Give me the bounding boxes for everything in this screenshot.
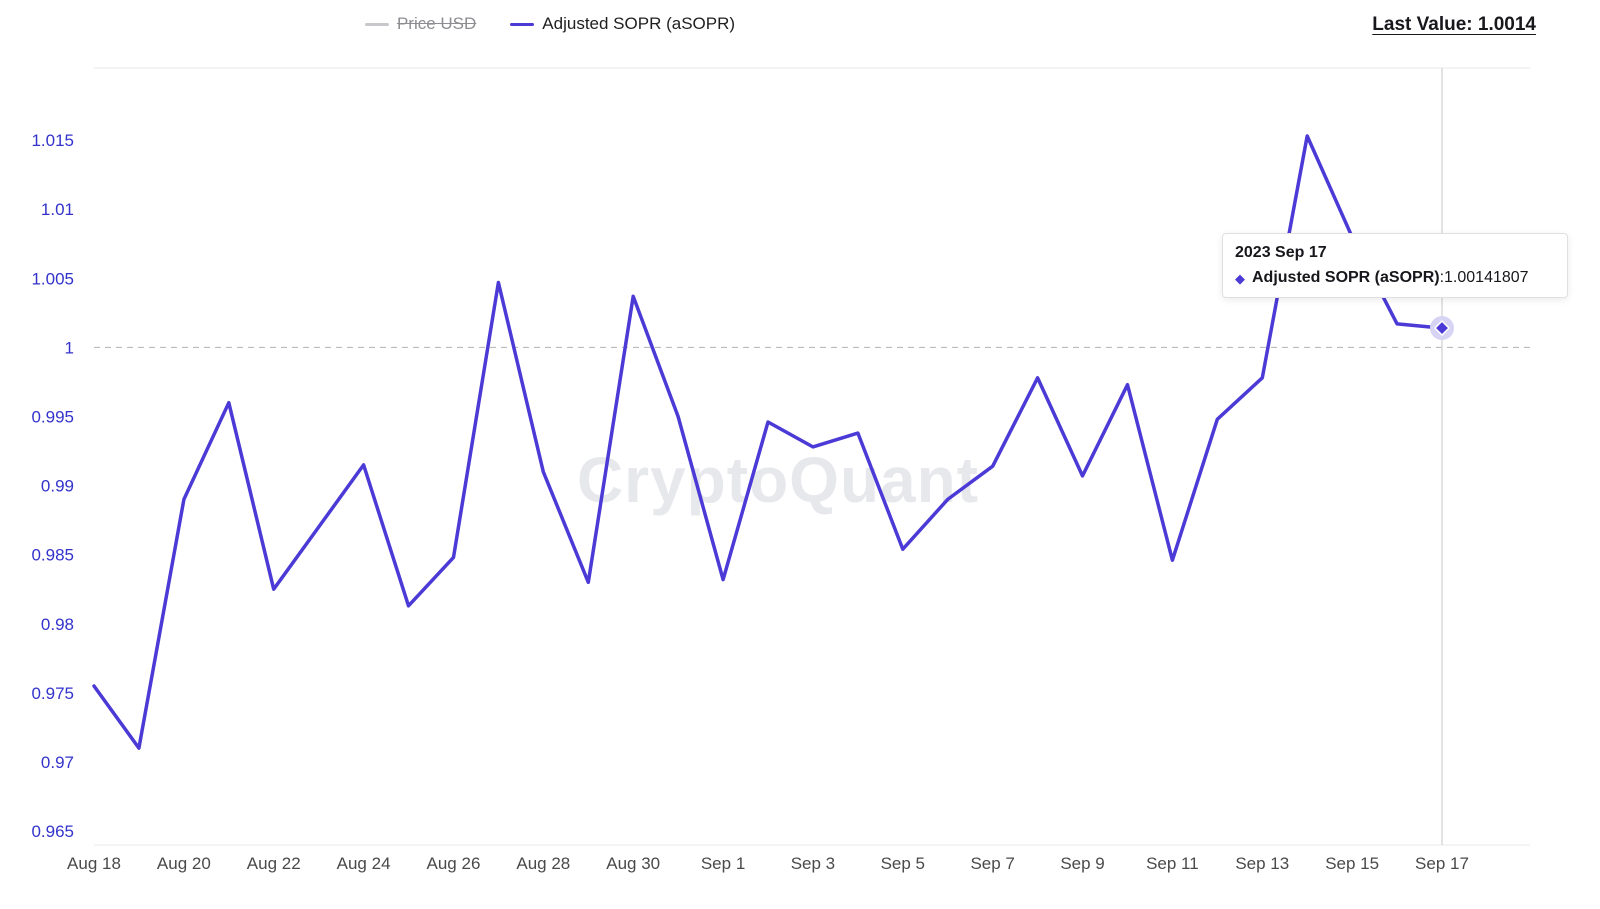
legend: Price USD Adjusted SOPR (aSOPR) xyxy=(0,14,1100,34)
asopr-line-icon xyxy=(510,22,535,26)
y-axis-label: 1 xyxy=(65,338,74,357)
x-axis-label: Sep 7 xyxy=(970,854,1014,873)
tooltip-series-row: ◆ Adjusted SOPR (aSOPR): 1.00141807 xyxy=(1235,269,1555,287)
y-axis-label: 0.97 xyxy=(41,753,74,772)
tooltip-value: 1.00141807 xyxy=(1444,269,1529,286)
tooltip: 2023 Sep 17 ◆ Adjusted SOPR (aSOPR): 1.0… xyxy=(1222,233,1568,298)
legend-label-price-usd: Price USD xyxy=(396,14,477,33)
y-axis-label: 1.01 xyxy=(41,200,74,219)
x-axis-label: Sep 1 xyxy=(701,854,745,873)
price-usd-line-icon xyxy=(364,22,389,26)
legend-label-asopr: Adjusted SOPR (aSOPR) xyxy=(542,14,736,33)
x-axis-label: Aug 28 xyxy=(516,854,570,873)
x-axis-label: Aug 24 xyxy=(337,854,391,873)
x-axis-label: Sep 17 xyxy=(1415,854,1469,873)
x-axis-label: Aug 30 xyxy=(606,854,660,873)
tooltip-series-label: Adjusted SOPR (aSOPR) xyxy=(1252,269,1440,286)
x-axis-label: Aug 26 xyxy=(427,854,481,873)
legend-item-price-usd[interactable]: Price USD xyxy=(364,14,477,34)
tooltip-separator: : xyxy=(1439,269,1445,286)
y-axis-label: 0.965 xyxy=(31,822,74,841)
diamond-icon: ◆ xyxy=(1235,270,1245,286)
x-axis-label: Sep 15 xyxy=(1325,854,1379,873)
x-axis-label: Aug 18 xyxy=(67,854,121,873)
tooltip-date: 2023 Sep 17 xyxy=(1235,244,1327,261)
y-axis-label: 1.015 xyxy=(31,131,74,150)
last-value-label: Last Value: 1.0014 xyxy=(1372,14,1536,35)
watermark: CryptoQuant xyxy=(576,444,980,516)
y-axis-label: 0.99 xyxy=(41,477,74,496)
last-point-marker[interactable] xyxy=(1433,319,1451,337)
y-axis-label: 0.995 xyxy=(31,407,74,426)
asopr-series-line xyxy=(92,134,1444,750)
y-axis-label: 0.985 xyxy=(31,546,74,565)
legend-item-asopr[interactable]: Adjusted SOPR (aSOPR) xyxy=(510,14,735,34)
x-axis-label: Aug 22 xyxy=(247,854,301,873)
x-axis-label: Sep 9 xyxy=(1060,854,1104,873)
y-axis-label: 0.98 xyxy=(41,615,74,634)
x-axis-label: Sep 13 xyxy=(1235,854,1289,873)
y-axis-label: 0.975 xyxy=(31,684,74,703)
x-axis-label: Aug 20 xyxy=(157,854,211,873)
x-axis-label: Sep 5 xyxy=(881,854,925,873)
y-axis-label: 1.005 xyxy=(31,269,74,288)
x-axis-label: Sep 11 xyxy=(1146,854,1199,873)
x-axis-label: Sep 3 xyxy=(791,854,835,873)
